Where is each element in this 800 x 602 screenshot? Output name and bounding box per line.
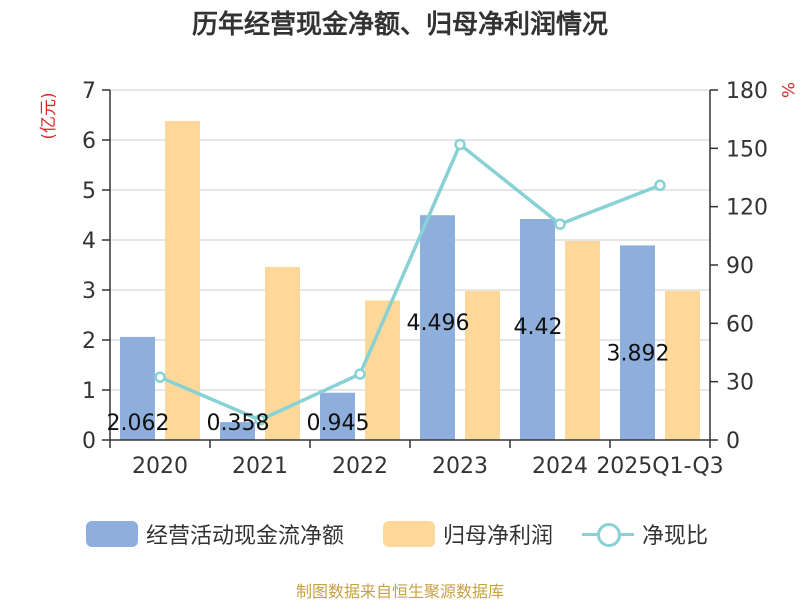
- x-tick-label: 2024: [532, 454, 588, 479]
- source-note: 制图数据来自恒生聚源数据库: [295, 582, 504, 601]
- x-tick-label: 2021: [232, 454, 288, 479]
- left-axis-unit: (亿元): [39, 92, 59, 139]
- data-label-cash-flow: 4.496: [407, 311, 470, 336]
- left-tick-label: 1: [82, 379, 96, 404]
- x-tick-label: 2020: [132, 454, 188, 479]
- x-tick-label: 2022: [332, 454, 388, 479]
- legend-item-ratio[interactable]: 净现比: [582, 516, 708, 552]
- left-tick-label: 2: [82, 329, 96, 354]
- right-tick-label: 90: [726, 254, 754, 279]
- right-axis-unit: %: [777, 82, 797, 98]
- data-label-cash-flow: 0.358: [207, 411, 270, 436]
- x-tick-label: 2025Q1-Q3: [596, 454, 723, 479]
- left-tick-label: 5: [82, 179, 96, 204]
- right-tick-label: 30: [726, 371, 754, 396]
- legend-label-net-profit: 归母净利润: [443, 524, 554, 549]
- bar-cash-flow: [220, 422, 255, 440]
- legend-label-cash-flow: 经营活动现金流净额: [146, 524, 345, 549]
- legend-swatch-cash-flow: [86, 521, 138, 547]
- right-tick-label: 120: [726, 196, 768, 221]
- legend-item-net-profit[interactable]: 归母净利润: [383, 516, 553, 552]
- bar-cash-flow: [620, 245, 655, 440]
- legend: 经营活动现金流净额 归母净利润 净现比: [0, 516, 800, 556]
- left-tick-label: 4: [82, 229, 96, 254]
- right-tick-label: 150: [726, 137, 768, 162]
- left-tick-label: 0: [82, 429, 96, 454]
- ratio-point: [654, 179, 666, 192]
- data-label-cash-flow: 2.062: [107, 411, 170, 436]
- ratio-point: [554, 218, 566, 230]
- bar-net-profit: [665, 291, 700, 440]
- left-tick-label: 6: [82, 129, 96, 154]
- bar-cash-flow: [420, 215, 455, 440]
- legend-item-cash-flow[interactable]: 经营活动现金流净额: [86, 516, 344, 552]
- ratio-point: [454, 138, 466, 151]
- bar-net-profit: [465, 291, 500, 440]
- right-tick-label: 60: [726, 312, 754, 337]
- bar-cash-flow: [520, 219, 555, 440]
- bar-cash-flow: [120, 336, 155, 440]
- right-tick-label: 180: [726, 79, 768, 104]
- ratio-point: [354, 368, 366, 380]
- ratio-point: [254, 414, 266, 426]
- bar-cash-flow: [320, 392, 355, 440]
- data-label-cash-flow: 4.42: [514, 315, 563, 340]
- left-tick-label: 3: [82, 279, 96, 304]
- left-tick-label: 7: [82, 79, 96, 104]
- x-tick-label: 2023: [432, 454, 488, 479]
- ratio-point: [154, 371, 166, 383]
- data-label-cash-flow: 0.945: [307, 411, 370, 436]
- ratio-line: [159, 142, 661, 422]
- legend-label-ratio: 净现比: [642, 524, 709, 549]
- bar-net-profit: [565, 241, 600, 440]
- legend-swatch-net-profit: [383, 521, 435, 547]
- chart-title: 历年经营现金净额、归母净利润情况: [191, 10, 608, 40]
- data-label-cash-flow: 3.892: [607, 341, 670, 366]
- legend-line-ratio: [582, 521, 634, 547]
- right-tick-label: 0: [726, 429, 740, 454]
